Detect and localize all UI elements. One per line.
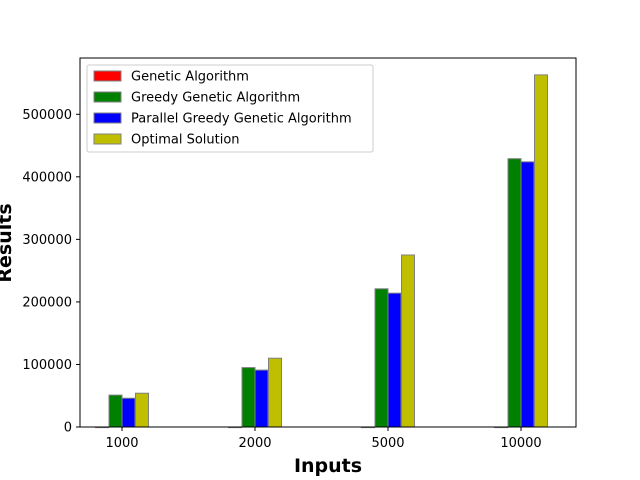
bar-optimal-solution-5000 xyxy=(401,254,415,428)
bar-greedy-genetic-algorithm-1000 xyxy=(108,394,123,428)
y-tick-label: 400000 xyxy=(22,170,72,185)
legend-label: Optimal Solution xyxy=(131,133,240,148)
x-tick-label: 2000 xyxy=(238,436,271,451)
legend-box xyxy=(86,64,374,153)
x-axis: 1000 2000 5000 10000 xyxy=(105,427,542,451)
x-tick-label: 1000 xyxy=(105,436,138,451)
bar-greedy-genetic-algorithm-5000 xyxy=(374,288,389,428)
y-tick-label: 100000 xyxy=(22,358,72,373)
bar-parallel-greedy-genetic-algorithm-10000 xyxy=(520,161,535,428)
legend-label: Genetic Algorithm xyxy=(131,70,249,85)
bar-optimal-solution-2000 xyxy=(268,357,282,428)
y-tick-label: 200000 xyxy=(22,295,72,310)
legend-label: Parallel Greedy Genetic Algorithm xyxy=(131,112,352,127)
bars-group xyxy=(95,74,548,429)
x-tick-label: 10000 xyxy=(500,436,541,451)
legend-swatch xyxy=(93,70,122,82)
x-axis-title: Inputs xyxy=(294,455,362,477)
y-tick-label: 500000 xyxy=(22,108,72,123)
bar-greedy-genetic-algorithm-10000 xyxy=(507,158,522,428)
y-axis-title: Results xyxy=(0,203,16,282)
legend: Genetic Algorithm Greedy Genetic Algorith… xyxy=(86,64,374,153)
y-tick-label: 0 xyxy=(64,421,72,436)
legend-swatch xyxy=(93,133,122,145)
legend-label: Greedy Genetic Algorithm xyxy=(131,91,300,106)
x-tick-label: 5000 xyxy=(371,436,404,451)
y-tick-label: 300000 xyxy=(22,233,72,248)
bar-greedy-genetic-algorithm-2000 xyxy=(241,367,256,428)
bar-parallel-greedy-genetic-algorithm-1000 xyxy=(121,397,136,428)
legend-swatch xyxy=(93,112,122,124)
bar-parallel-greedy-genetic-algorithm-2000 xyxy=(254,369,269,428)
bar-optimal-solution-10000 xyxy=(534,74,548,428)
y-axis: 0 100000 200000 300000 400000 500000 xyxy=(22,108,80,436)
bar-optimal-solution-1000 xyxy=(135,392,149,428)
legend-swatch xyxy=(93,91,122,103)
plot-frame xyxy=(79,57,577,428)
bar-parallel-greedy-genetic-algorithm-5000 xyxy=(387,292,402,428)
